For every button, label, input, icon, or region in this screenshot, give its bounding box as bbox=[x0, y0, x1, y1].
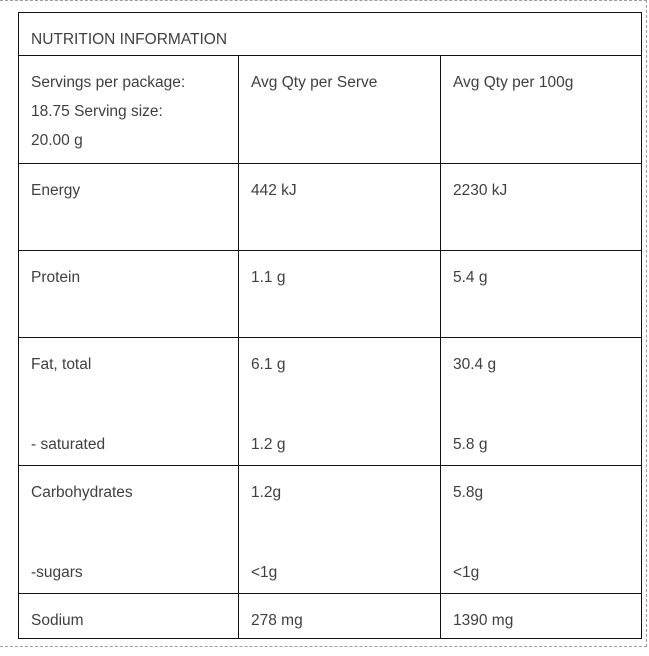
header-servings-line3: 20.00 g bbox=[31, 132, 83, 149]
sugars-label: -sugars bbox=[31, 564, 83, 581]
fat-total-label: Fat, total bbox=[31, 356, 92, 373]
table-row-title: NUTRITION INFORMATION bbox=[17, 12, 643, 56]
sugars-per-serve: <1g bbox=[251, 564, 278, 581]
fat-per-serve-cell: 6.1 g 1.2 g bbox=[238, 337, 441, 466]
carbohydrates-label-cell: Carbohydrates -sugars bbox=[18, 465, 239, 594]
table-row-header: Servings per package: 18.75 Serving size… bbox=[18, 55, 643, 164]
carbohydrates-per-serve-cell: 1.2g <1g bbox=[238, 465, 441, 594]
header-servings-line2: 18.75 Serving size: bbox=[31, 103, 163, 120]
sodium-label: Sodium bbox=[18, 593, 239, 639]
carbohydrates-per-serve: 1.2g bbox=[251, 484, 282, 501]
energy-per-100g: 2230 kJ bbox=[439, 163, 643, 251]
protein-label: Protein bbox=[18, 250, 239, 338]
fat-total-per-100g: 30.4 g bbox=[453, 356, 497, 373]
header-avg-qty-per-100g: Avg Qty per 100g bbox=[439, 55, 643, 164]
table-row-sodium: Sodium 278 mg 1390 mg bbox=[18, 593, 643, 639]
fat-label-cell: Fat, total - saturated bbox=[18, 337, 239, 466]
sodium-per-100g: 1390 mg bbox=[439, 593, 643, 639]
table-row-fat: Fat, total - saturated 6.1 g 1.2 g 30.4 … bbox=[18, 337, 643, 466]
carbohydrates-per-100g-cell: 5.8g <1g bbox=[439, 465, 643, 594]
nutrition-table: NUTRITION INFORMATION Servings per packa… bbox=[17, 12, 643, 639]
header-servings-cell: Servings per package: 18.75 Serving size… bbox=[18, 55, 239, 164]
energy-per-serve: 442 kJ bbox=[238, 163, 441, 251]
protein-per-100g: 5.4 g bbox=[439, 250, 643, 338]
header-avg-qty-per-serve: Avg Qty per Serve bbox=[238, 55, 441, 164]
carbohydrates-per-100g: 5.8g bbox=[453, 484, 484, 501]
fat-total-per-serve: 6.1 g bbox=[251, 356, 286, 373]
energy-label: Energy bbox=[18, 163, 239, 251]
sodium-per-serve: 278 mg bbox=[238, 593, 441, 639]
sugars-per-100g: <1g bbox=[453, 564, 480, 581]
protein-per-serve: 1.1 g bbox=[238, 250, 441, 338]
table-row-energy: Energy 442 kJ 2230 kJ bbox=[18, 163, 643, 251]
header-servings-line1: Servings per package: bbox=[31, 74, 186, 91]
table-row-protein: Protein 1.1 g 5.4 g bbox=[18, 250, 643, 338]
carbohydrates-label: Carbohydrates bbox=[31, 484, 133, 501]
fat-saturated-per-serve: 1.2 g bbox=[251, 436, 286, 453]
fat-saturated-per-100g: 5.8 g bbox=[453, 436, 488, 453]
table-row-carbohydrates: Carbohydrates -sugars 1.2g <1g 5.8g <1g bbox=[18, 465, 643, 594]
fat-per-100g-cell: 30.4 g 5.8 g bbox=[439, 337, 643, 466]
table-title: NUTRITION INFORMATION bbox=[17, 12, 643, 56]
fat-saturated-label: - saturated bbox=[31, 436, 106, 453]
